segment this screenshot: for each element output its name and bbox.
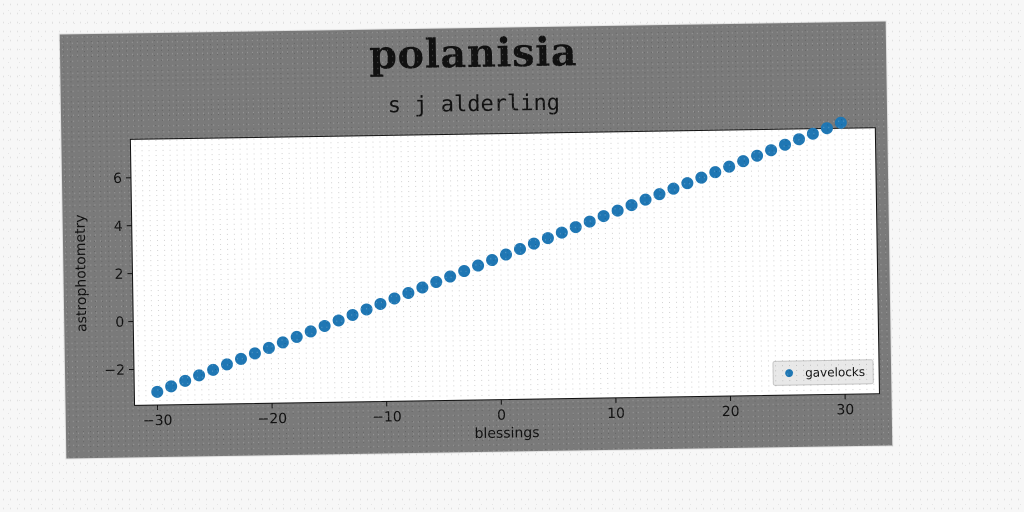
x-tick-label: −10 [372,409,402,425]
data-point [834,116,847,129]
data-point [806,127,819,140]
data-point [220,358,233,371]
y-tick-label: 2 [114,267,123,283]
data-point [723,160,736,173]
data-point [332,314,345,327]
y-axis-ticks: −2 0 2 4 6 [104,171,134,379]
y-tick-label: −2 [104,363,125,379]
data-point [667,182,680,195]
data-point [499,248,512,261]
data-point [820,122,833,135]
data-point [235,352,248,365]
data-point [374,297,387,310]
x-axis-ticks: −30 −20 −10 0 10 20 30 [143,394,854,429]
data-point [360,303,373,316]
data-point [472,259,485,272]
y-tick-label: 0 [115,315,124,331]
data-point [514,243,527,256]
data-point [276,336,289,349]
data-point [653,188,666,201]
data-point [262,341,275,354]
data-point [583,215,596,228]
data-point [444,270,457,283]
data-point [388,292,401,305]
x-tick-label: 20 [722,404,740,420]
data-point [318,319,331,332]
data-points [151,116,847,398]
chart-figure: polanisia s j alderling −30 −20 −10 0 10 20 30… [59,21,893,459]
data-point [751,149,764,162]
data-point [639,193,652,206]
legend: gavelocks [772,359,874,386]
data-point [569,221,582,234]
data-point [207,363,220,376]
data-point [778,138,791,151]
data-point [179,374,192,387]
data-point [458,265,471,278]
data-point [597,210,610,223]
y-axis-label: astrophotometry [73,214,91,332]
data-point [402,286,415,299]
data-point [527,237,540,250]
x-tick-label: −30 [143,413,173,429]
data-point [486,254,499,267]
data-point [430,276,443,289]
data-point [681,177,694,190]
data-point [737,155,750,168]
data-point [346,308,359,321]
data-point [416,281,429,294]
x-tick-label: 0 [497,408,506,424]
data-point [151,385,164,398]
data-point [193,369,206,382]
data-point [625,199,638,212]
y-tick-label: 4 [114,219,123,235]
data-point [765,144,778,157]
data-point [709,166,722,179]
x-axis-label: blessings [474,425,539,442]
data-point [695,171,708,184]
x-tick-label: 30 [836,402,854,418]
plot-area [129,127,880,406]
data-point [541,232,554,245]
y-tick-label: 6 [113,171,122,187]
data-point [248,347,261,360]
legend-box [772,359,874,386]
data-point [611,204,624,217]
data-point [165,380,178,393]
data-point [555,226,568,239]
x-tick-label: 10 [607,406,625,422]
data-point [290,330,303,343]
legend-marker [785,369,794,378]
data-point [304,325,317,338]
legend-label: gavelocks [805,365,865,380]
data-point [793,133,806,146]
x-tick-label: −20 [257,411,287,427]
